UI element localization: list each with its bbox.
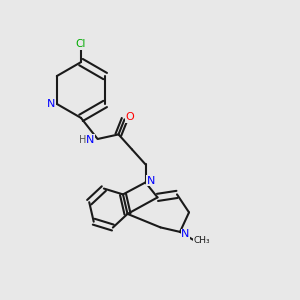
Text: N: N [147,176,155,186]
Text: H: H [80,135,87,145]
Text: N: N [47,99,56,109]
Text: O: O [125,112,134,122]
Text: Cl: Cl [76,39,86,49]
Text: N: N [86,135,94,145]
Text: CH₃: CH₃ [193,236,210,245]
Text: N: N [181,229,190,239]
